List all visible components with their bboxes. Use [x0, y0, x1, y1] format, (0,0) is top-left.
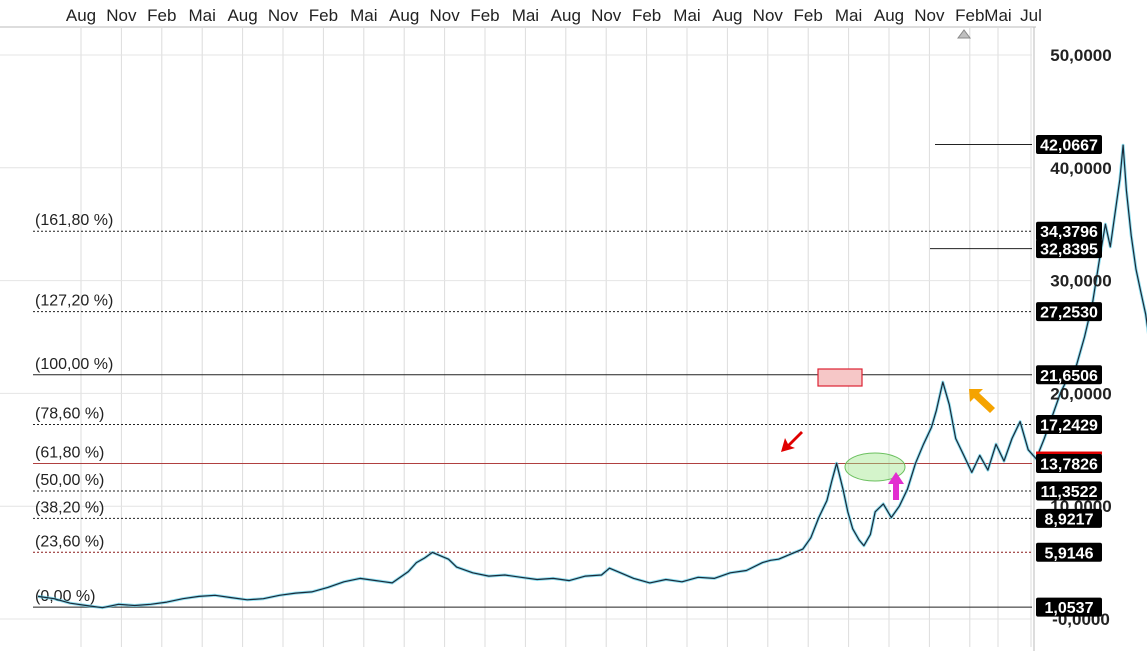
price-line-halo — [37, 143, 1147, 610]
price-label-bg — [1036, 365, 1102, 385]
fib-label: (161,80 %) — [35, 212, 113, 229]
price-label-bg — [1036, 481, 1102, 501]
x-tick-label: Nov — [753, 6, 784, 25]
price-label-bg — [1036, 508, 1102, 528]
magenta-arrow-icon — [888, 472, 904, 500]
x-tick-label: Aug — [712, 6, 742, 25]
price-label: 27,2530 — [1040, 305, 1098, 322]
x-axis: Aug Nov Feb Mai Aug Nov Feb Mai Aug Nov Feb Mai Aug N… — [66, 6, 1042, 39]
x-tick-label: Feb — [470, 6, 499, 25]
price-label: 17,2429 — [1040, 418, 1098, 435]
x-tick-label: Feb — [794, 6, 823, 25]
red-arrow-icon — [781, 431, 803, 452]
fib-label: (0,00 %) — [35, 588, 95, 605]
resistance-box — [817, 368, 863, 387]
y-tick-label: 30,0000 — [1050, 272, 1111, 291]
price-label-bg — [1036, 134, 1102, 154]
x-tick-label: Aug — [227, 6, 257, 25]
y-tick-label: 50,0000 — [1050, 46, 1111, 65]
x-tick-label: Aug — [551, 6, 581, 25]
x-tick-label: Feb — [632, 6, 661, 25]
grid — [0, 26, 1036, 651]
x-tick-label: Mai — [673, 6, 700, 25]
price-label: 21,6506 — [1040, 368, 1098, 385]
x-tick-label: Aug — [389, 6, 419, 25]
price-label: 11,3522 — [1041, 484, 1098, 501]
y-tick-label: 20,0000 — [1050, 384, 1111, 403]
fib-label: (127,20 %) — [35, 293, 113, 310]
x-tick-label: Mai — [835, 6, 862, 25]
price-label-bg — [1036, 239, 1102, 259]
fib-label: (23,60 %) — [35, 533, 104, 550]
price-label: 34,3796 — [1040, 224, 1098, 241]
fibonacci-levels: (161,80 %) (127,20 %) (100,00 %) (78,60 %) (… — [33, 212, 1032, 608]
x-tick-label: Nov — [429, 6, 460, 25]
x-tick-label: Mai — [512, 6, 539, 25]
x-tick-label: Nov — [268, 6, 299, 25]
price-label-bg — [1036, 542, 1102, 562]
price-label-accent — [1036, 451, 1102, 455]
fib-label: (38,20 %) — [35, 499, 104, 516]
x-tick-label: Mai — [188, 6, 215, 25]
price-label: 32,8395 — [1040, 242, 1098, 259]
x-tick-label: Feb — [147, 6, 176, 25]
price-label-bg — [1036, 597, 1102, 617]
fib-label: (100,00 %) — [35, 356, 113, 373]
price-line — [37, 144, 1147, 609]
fib-label: (61,80 %) — [35, 445, 104, 462]
price-label: 13,7826 — [1040, 457, 1098, 474]
price-label-bg — [1036, 302, 1102, 322]
x-tick-label: Jul — [1020, 6, 1042, 25]
x-tick-label: Mai — [984, 6, 1011, 25]
price-label: 1,0537 — [1045, 600, 1094, 617]
x-tick-label: Feb — [955, 6, 984, 25]
x-tick-label: Nov — [106, 6, 137, 25]
x-tick-label: Feb — [309, 6, 338, 25]
fib-label: (50,00 %) — [35, 472, 104, 489]
y-tick-label: 40,0000 — [1050, 159, 1111, 178]
y-axis: 50,000040,000030,000020,000010,0000-0,00… — [1050, 46, 1111, 629]
price-label-bg — [1036, 454, 1102, 474]
price-label-bg — [1036, 221, 1102, 241]
price-label: 5,9146 — [1045, 545, 1094, 562]
x-tick-label: Nov — [591, 6, 622, 25]
x-tick-label: Aug — [66, 6, 96, 25]
fib-label: (78,60 %) — [35, 406, 104, 423]
price-label: 8,9217 — [1045, 511, 1094, 528]
scroll-up-icon — [957, 29, 971, 39]
x-tick-label: Mai — [350, 6, 377, 25]
price-label: 42,0667 — [1040, 137, 1098, 154]
support-ellipse — [844, 452, 906, 482]
orange-arrow-icon — [969, 389, 995, 413]
x-tick-label: Nov — [914, 6, 945, 25]
x-tick-label: Aug — [874, 6, 904, 25]
price-series — [37, 143, 1147, 610]
annotations — [781, 143, 1032, 500]
price-label-bg — [1036, 415, 1102, 435]
